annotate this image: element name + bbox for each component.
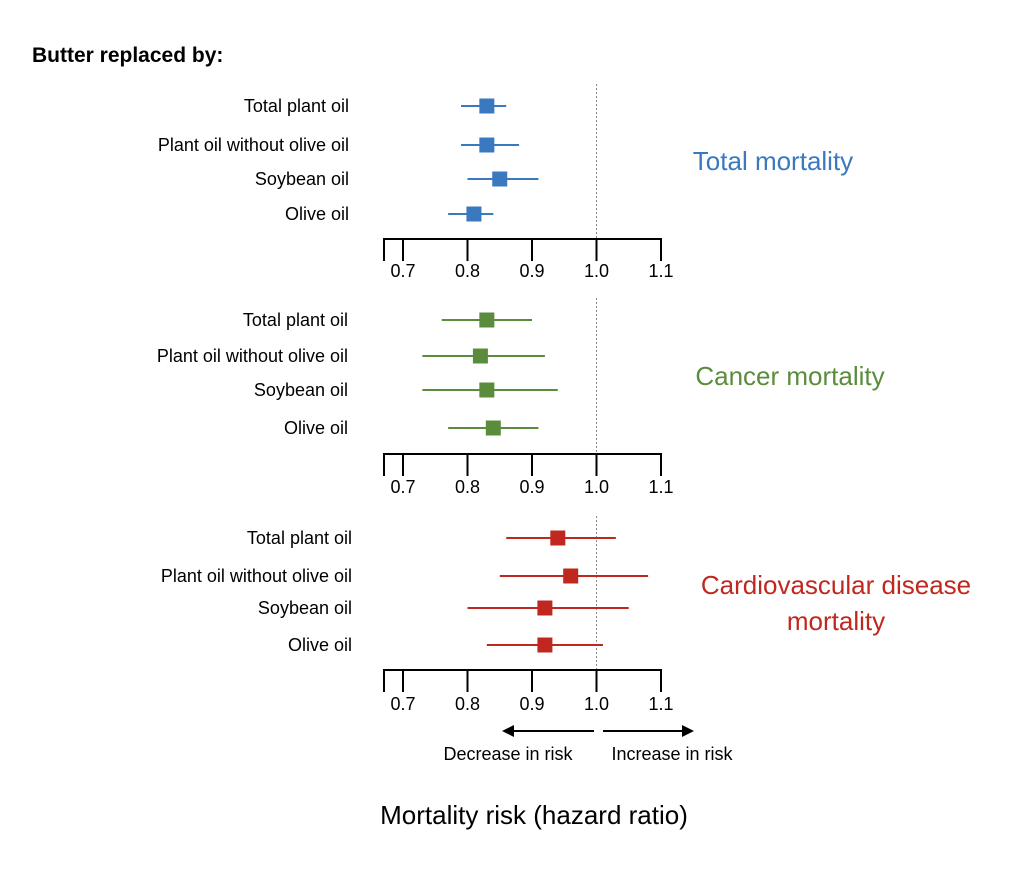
hazard-ratio-point — [479, 98, 495, 114]
x-tick-label: 0.7 — [390, 261, 415, 281]
decrease-arrowhead — [502, 725, 514, 737]
row-label: Soybean oil — [255, 169, 349, 189]
row-label: Plant oil without olive oil — [158, 135, 349, 155]
row-label: Olive oil — [288, 635, 352, 655]
row-label: Total plant oil — [244, 96, 349, 116]
x-tick-label: 0.9 — [519, 694, 544, 714]
row-label: Olive oil — [285, 204, 349, 224]
row-label: Soybean oil — [254, 380, 348, 400]
x-tick-label: 1.1 — [648, 477, 673, 497]
x-tick-label: 0.8 — [455, 477, 480, 497]
row-label: Total plant oil — [247, 528, 352, 548]
figure-title: Butter replaced by: — [32, 44, 223, 67]
panel-1: 0.7 0.8 0.9 1.0 1.1 Total plant oil Plant oil … — [158, 84, 853, 281]
panel-2: 0.7 0.8 0.9 1.0 1.1 Total plant oil Plant oil … — [157, 298, 885, 497]
x-axis-label: Mortality risk (hazard ratio) — [380, 800, 688, 830]
x-tick-label: 0.7 — [390, 694, 415, 714]
hazard-ratio-point — [479, 382, 495, 398]
row-label: Total plant oil — [243, 310, 348, 330]
hazard-ratio-point — [492, 171, 508, 187]
panel-title: mortality — [787, 606, 885, 636]
x-tick-label: 0.7 — [390, 477, 415, 497]
hazard-ratio-point — [537, 600, 553, 616]
panel-title: Cancer mortality — [695, 361, 884, 391]
hazard-ratio-point — [563, 568, 579, 584]
increase-in-risk-label: Increase in risk — [611, 744, 733, 764]
hazard-ratio-point — [479, 312, 495, 328]
x-tick-label: 0.9 — [519, 477, 544, 497]
hazard-ratio-point — [550, 530, 566, 546]
x-tick-label: 0.8 — [455, 694, 480, 714]
x-tick-label: 1.0 — [584, 477, 609, 497]
panel-title: Total mortality — [693, 146, 853, 176]
hazard-ratio-point — [466, 206, 482, 222]
x-tick-label: 0.9 — [519, 261, 544, 281]
panel-title: Cardiovascular disease — [701, 570, 971, 600]
hazard-ratio-point — [537, 637, 553, 653]
direction-arrows: Decrease in risk Increase in risk — [443, 725, 734, 764]
hazard-ratio-point — [472, 348, 488, 364]
row-label: Plant oil without olive oil — [161, 566, 352, 586]
hazard-ratio-point — [479, 137, 495, 153]
increase-arrowhead — [682, 725, 694, 737]
x-tick-label: 0.8 — [455, 261, 480, 281]
x-tick-label: 1.1 — [648, 694, 673, 714]
panel-3: 0.7 0.8 0.9 1.0 1.1 Total plant oil Plant oil … — [161, 516, 971, 714]
row-label: Olive oil — [284, 418, 348, 438]
panels: 0.7 0.8 0.9 1.0 1.1 Total plant oil Plant oil … — [157, 84, 971, 714]
decrease-in-risk-label: Decrease in risk — [443, 744, 573, 764]
x-tick-label: 1.0 — [584, 261, 609, 281]
x-tick-label: 1.1 — [648, 261, 673, 281]
x-tick-label: 1.0 — [584, 694, 609, 714]
row-label: Soybean oil — [258, 598, 352, 618]
row-label: Plant oil without olive oil — [157, 346, 348, 366]
hazard-ratio-point — [485, 420, 501, 436]
